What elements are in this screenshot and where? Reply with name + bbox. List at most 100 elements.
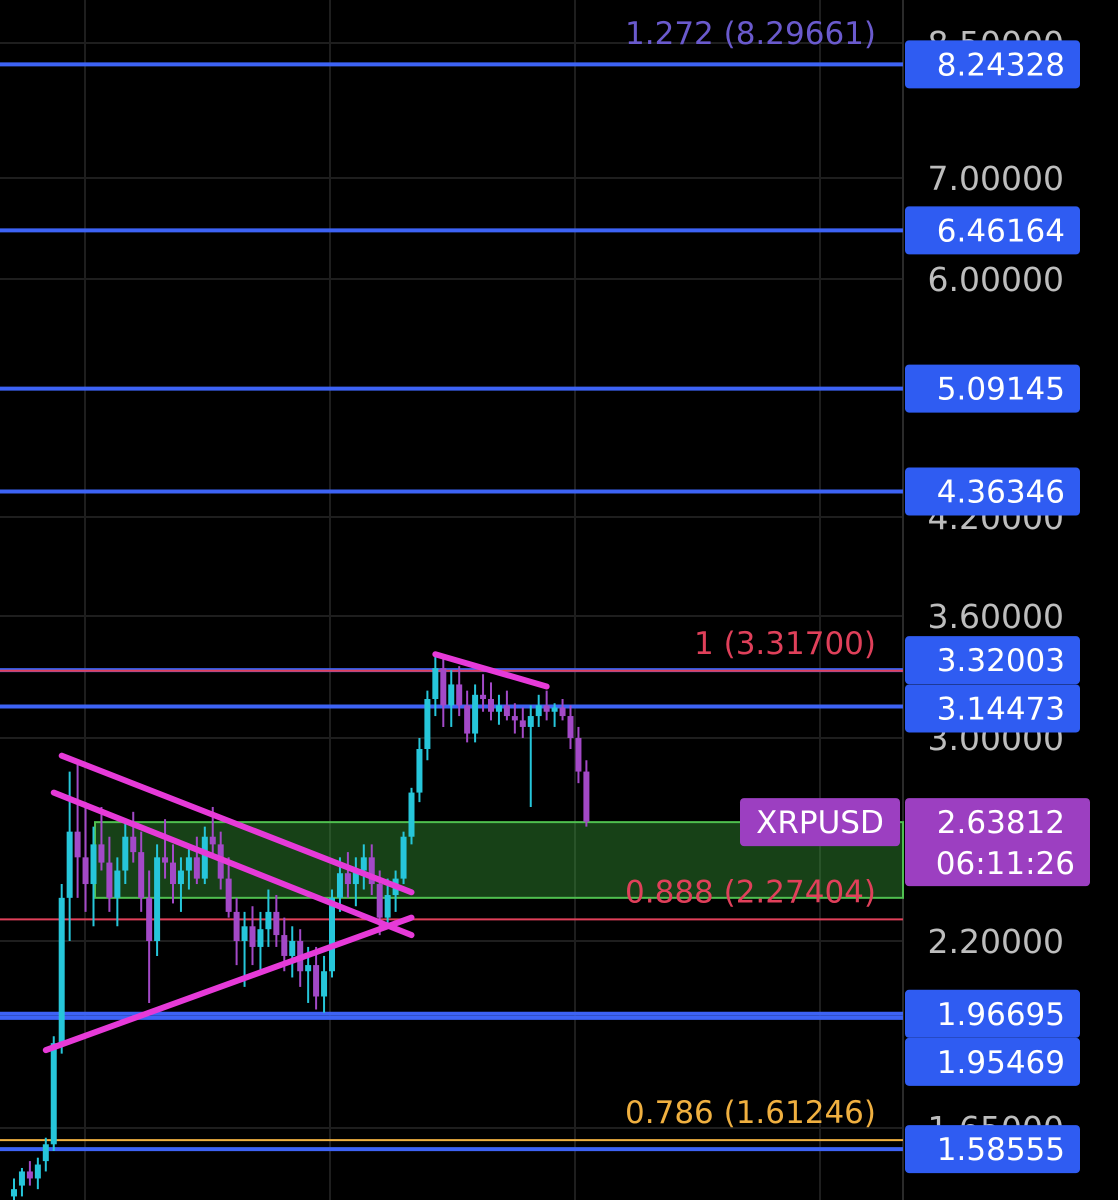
level-tag-bg <box>905 1125 1080 1174</box>
candle-body <box>225 878 232 912</box>
candle-body <box>527 716 534 727</box>
symbol-tag-text: XRPUSD <box>756 805 884 841</box>
candle-body <box>185 857 192 871</box>
candle-body <box>440 668 447 706</box>
trendlines <box>42 651 550 1054</box>
candle-body <box>344 873 351 885</box>
candle-body <box>503 705 510 717</box>
candle-body <box>567 716 574 738</box>
candle-body <box>480 694 487 700</box>
current-price-value: 2.63812 <box>937 805 1065 841</box>
level-tag-text: 1.96695 <box>937 997 1065 1033</box>
candle-body <box>18 1171 25 1186</box>
candle-body <box>114 870 121 898</box>
axis-tick-label: 6.00000 <box>928 260 1064 299</box>
trendline <box>58 752 415 896</box>
level-tag-bg <box>905 206 1080 255</box>
candle-body <box>193 857 200 879</box>
candle-body <box>26 1171 33 1179</box>
level-tag-text: 3.32003 <box>937 643 1065 679</box>
level-tag-bg <box>905 684 1080 733</box>
trendline <box>432 651 550 690</box>
candle-body <box>336 873 343 898</box>
level-tag-text: 3.14473 <box>937 691 1065 727</box>
candle-body <box>456 684 463 706</box>
candle-body <box>122 836 129 871</box>
level-tag-bg <box>905 989 1080 1038</box>
candle-body <box>400 836 407 879</box>
candle-body <box>543 705 550 712</box>
candle-body <box>472 694 479 734</box>
candle-body <box>313 965 320 997</box>
candle-body <box>98 844 105 863</box>
candle-body <box>448 684 455 706</box>
candle-body <box>241 926 248 941</box>
candle-body <box>575 738 582 772</box>
fib-label: 1 (3.31700) <box>694 626 876 662</box>
current-price-bg <box>905 798 1090 887</box>
candle-body <box>42 1144 49 1162</box>
level-price-tag: 4.36346 <box>905 467 1080 516</box>
price-axis: 8.500007.000006.000004.200003.600003.000… <box>928 24 1064 1148</box>
candle-body <box>201 836 208 879</box>
fib-label: 1.272 (8.29661) <box>625 16 876 52</box>
candle-body <box>321 971 328 997</box>
candle-body <box>289 941 296 956</box>
candle-body <box>360 857 367 871</box>
candle-body <box>74 831 81 858</box>
candle-body <box>177 870 184 885</box>
candle-body <box>257 929 264 947</box>
candle-body <box>66 831 73 898</box>
candle-body <box>154 857 161 941</box>
candle-body <box>170 862 176 885</box>
candle-body <box>424 699 431 750</box>
level-price-tag: 5.09145 <box>905 364 1080 413</box>
candle-body <box>11 1189 17 1197</box>
candle-body <box>265 911 272 930</box>
candle-body <box>281 935 288 956</box>
trendline <box>50 789 415 939</box>
candle-body <box>376 884 383 918</box>
candle-body <box>273 911 280 936</box>
horizontal-levels <box>0 62 903 1152</box>
candle-body <box>58 897 65 1044</box>
level-tag-bg <box>905 40 1080 89</box>
candle-body <box>432 668 439 700</box>
level-tag-text: 1.58555 <box>937 1132 1065 1168</box>
candle-body <box>384 895 391 918</box>
countdown-timer: 06:11:26 <box>936 846 1075 882</box>
candle-body <box>535 705 542 717</box>
candle-body <box>90 844 97 885</box>
candle-body <box>559 707 566 717</box>
axis-tick-label: 3.60000 <box>928 597 1064 636</box>
level-tag-bg <box>905 1037 1080 1086</box>
axis-tick-label: 7.00000 <box>928 159 1064 198</box>
candle-body <box>519 720 526 727</box>
candle-body <box>464 705 471 734</box>
level-tag-bg <box>905 364 1080 413</box>
candle-body <box>34 1164 41 1179</box>
candle-body <box>368 857 375 885</box>
level-tag-text: 6.46164 <box>937 213 1065 249</box>
candle-body <box>146 897 153 941</box>
level-price-tag: 1.58555 <box>905 1125 1080 1174</box>
level-tag-text: 5.09145 <box>937 372 1065 408</box>
candle-body <box>305 965 312 972</box>
level-price-tag: 6.46164 <box>905 206 1080 255</box>
current-price-tag: XRPUSD 2.63812 06:11:26 <box>740 798 1090 887</box>
candle-body <box>583 771 590 822</box>
candle-body <box>162 857 169 863</box>
level-price-tag: 1.96695 <box>905 989 1080 1038</box>
level-price-tag: 3.32003 <box>905 636 1080 685</box>
level-tag-bg <box>905 636 1080 685</box>
level-price-tag: 1.95469 <box>905 1037 1080 1086</box>
fibonacci-levels: 1.272 (8.29661) 1 (3.31700) 0.888 (2.27404… <box>0 16 903 1142</box>
candle-body <box>551 707 558 712</box>
candle-body <box>495 705 502 712</box>
candle-body <box>249 926 256 947</box>
level-tag-text: 4.36346 <box>937 475 1065 511</box>
candle-body <box>329 897 335 972</box>
level-price-tag: 3.14473 <box>905 684 1080 733</box>
candle-body <box>233 911 240 941</box>
